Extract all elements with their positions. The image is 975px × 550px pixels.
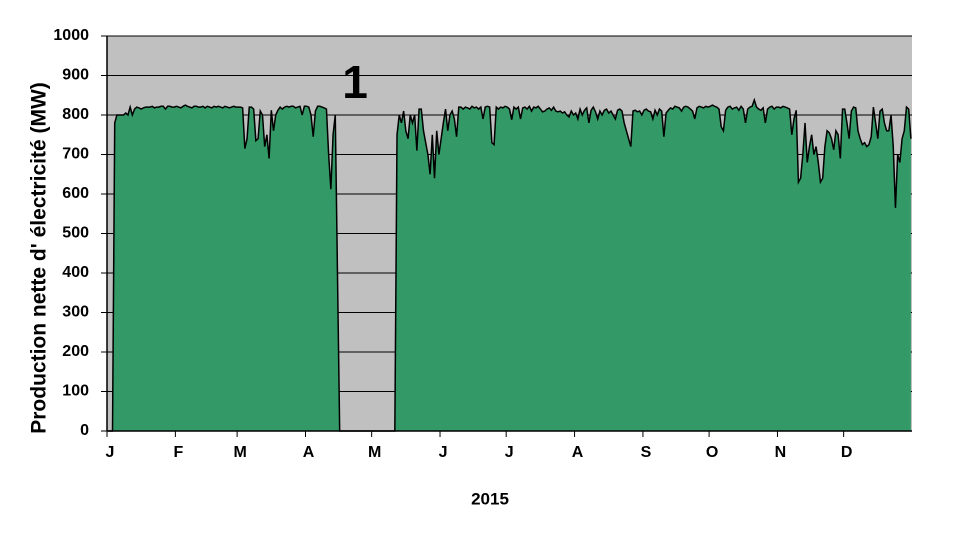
x-tick-label: F — [173, 444, 183, 461]
area — [108, 99, 911, 432]
y-tick-label: 1000 — [53, 27, 89, 44]
y-tick-label: 900 — [62, 67, 89, 84]
y-tick-label: 500 — [62, 225, 89, 242]
y-tick-label: 200 — [62, 343, 89, 360]
x-tick-label: O — [706, 444, 718, 461]
x-tick-label: S — [641, 444, 652, 461]
x-tick-label: A — [572, 444, 584, 461]
x-tick-label: A — [303, 444, 315, 461]
annotation: 1 — [342, 56, 368, 108]
y-tick-label: 300 — [62, 304, 89, 321]
x-tick-label: M — [368, 444, 381, 461]
x-axis-label: 2015 — [471, 489, 509, 508]
x-tick-label: J — [439, 444, 448, 461]
y-tick-label: 700 — [62, 146, 89, 163]
y-tick-label: 800 — [62, 106, 89, 123]
y-axis-label: Production nette d' électricité (MW) — [28, 82, 51, 434]
x-tick-label: J — [106, 444, 115, 461]
x-tick-label: M — [233, 444, 246, 461]
y-tick-label: 100 — [62, 383, 89, 400]
y-tick-label: 400 — [62, 264, 89, 281]
x-tick-label: D — [841, 444, 853, 461]
y-tick-label: 600 — [62, 185, 89, 202]
x-tick-label: N — [775, 444, 787, 461]
y-tick-label: 0 — [80, 422, 89, 439]
area-outline — [108, 97, 912, 432]
x-tick-label: J — [505, 444, 514, 461]
